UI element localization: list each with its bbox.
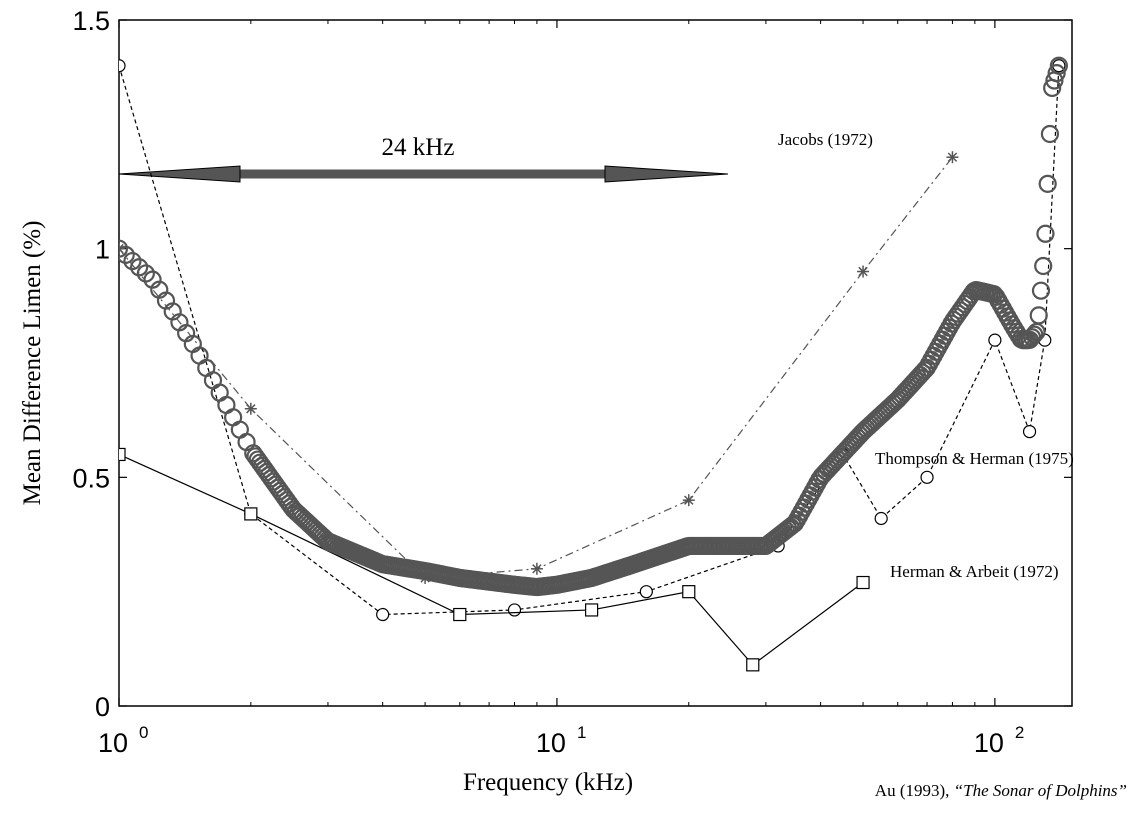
point-asterisk — [119, 243, 124, 250]
arrow-head-left — [118, 165, 241, 183]
axis-ticks — [118, 19, 1072, 707]
series-3 — [119, 56, 1068, 597]
trace-point — [123, 251, 142, 271]
y-tick-label-1: 0.5 — [72, 463, 110, 493]
series-1 — [119, 59, 1066, 622]
y-tick-label-2: 1 — [95, 235, 110, 265]
point-asterisk — [858, 266, 868, 277]
point-square — [453, 607, 467, 622]
trace-point — [1049, 56, 1068, 75]
source-author: Au (1993), — [875, 781, 950, 800]
trace-point — [224, 408, 243, 427]
point-circle — [376, 607, 390, 622]
trace-point — [136, 264, 155, 283]
x-axis-label: Frequency (kHz) — [463, 769, 633, 796]
trace-point — [783, 516, 802, 535]
x-tick-exponent-1: 1 — [577, 723, 586, 742]
point-square — [746, 658, 760, 672]
series-2 — [119, 447, 870, 672]
trace-point — [210, 383, 229, 402]
point-square — [119, 447, 126, 462]
arrow-label: 24 kHz — [382, 134, 455, 161]
y-tick-labels: 0 0.5 1 1.5 — [72, 6, 110, 722]
arrow-head-right — [604, 165, 729, 183]
point-asterisk — [119, 247, 124, 254]
point-square — [682, 585, 696, 599]
trace-point — [203, 371, 223, 390]
series-label-herman-arbeit: Herman & Arbeit (1972) — [890, 562, 1059, 581]
point-square — [856, 575, 870, 590]
point-circle — [119, 59, 126, 73]
plot-frame — [118, 19, 1073, 707]
point-asterisk — [246, 404, 256, 414]
trace-point — [1047, 64, 1066, 83]
point-square — [244, 507, 258, 521]
series-label-thompson-herman: Thompson & Herman (1975) — [875, 449, 1074, 468]
point-asterisk — [684, 495, 694, 505]
x-tick-label-0: 10 — [98, 728, 128, 758]
x-tick-label-1: 10 — [536, 728, 566, 758]
point-circle — [920, 470, 934, 484]
point-circle — [639, 585, 653, 599]
trace-point — [1029, 306, 1048, 325]
point-circle — [1022, 425, 1037, 439]
series-line-1 — [119, 65, 1060, 616]
series-line-0 — [119, 156, 953, 579]
trace-point — [1034, 256, 1053, 276]
x-tick-labels: 10 0 10 1 10 2 — [98, 723, 1024, 758]
trace-point — [217, 395, 236, 415]
range-arrow: 24 kHz — [118, 134, 729, 183]
trace-point — [1036, 224, 1055, 243]
trace-point — [230, 420, 249, 439]
x-tick-label-2: 10 — [974, 728, 1004, 758]
series-layer — [119, 56, 1068, 672]
point-square — [585, 603, 599, 617]
series-0 — [119, 151, 959, 584]
y-tick-label-0: 0 — [95, 692, 110, 722]
series-label-jacobs: Jacobs (1972) — [778, 130, 873, 149]
trace-point — [1022, 328, 1042, 347]
source-citation: Au (1993), “The Sonar of Dolphins” — [875, 781, 1127, 800]
trace-point — [1038, 174, 1057, 193]
series-line-2 — [119, 453, 864, 666]
point-asterisk — [532, 564, 542, 574]
trace-point — [1025, 325, 1044, 344]
point-circle — [874, 511, 888, 526]
trace-point — [1031, 281, 1051, 300]
y-tick-label-3: 1.5 — [72, 6, 110, 36]
x-tick-exponent-0: 0 — [139, 723, 148, 742]
trace-point — [119, 239, 129, 258]
y-axis-label: Mean Difference Limen (%) — [19, 221, 46, 506]
point-circle — [507, 603, 522, 617]
point-circle — [988, 333, 1002, 347]
source-title: “The Sonar of Dolphins” — [954, 781, 1127, 800]
x-tick-exponent-2: 2 — [1015, 723, 1024, 742]
trace-point — [1040, 124, 1060, 144]
point-asterisk — [947, 152, 958, 162]
